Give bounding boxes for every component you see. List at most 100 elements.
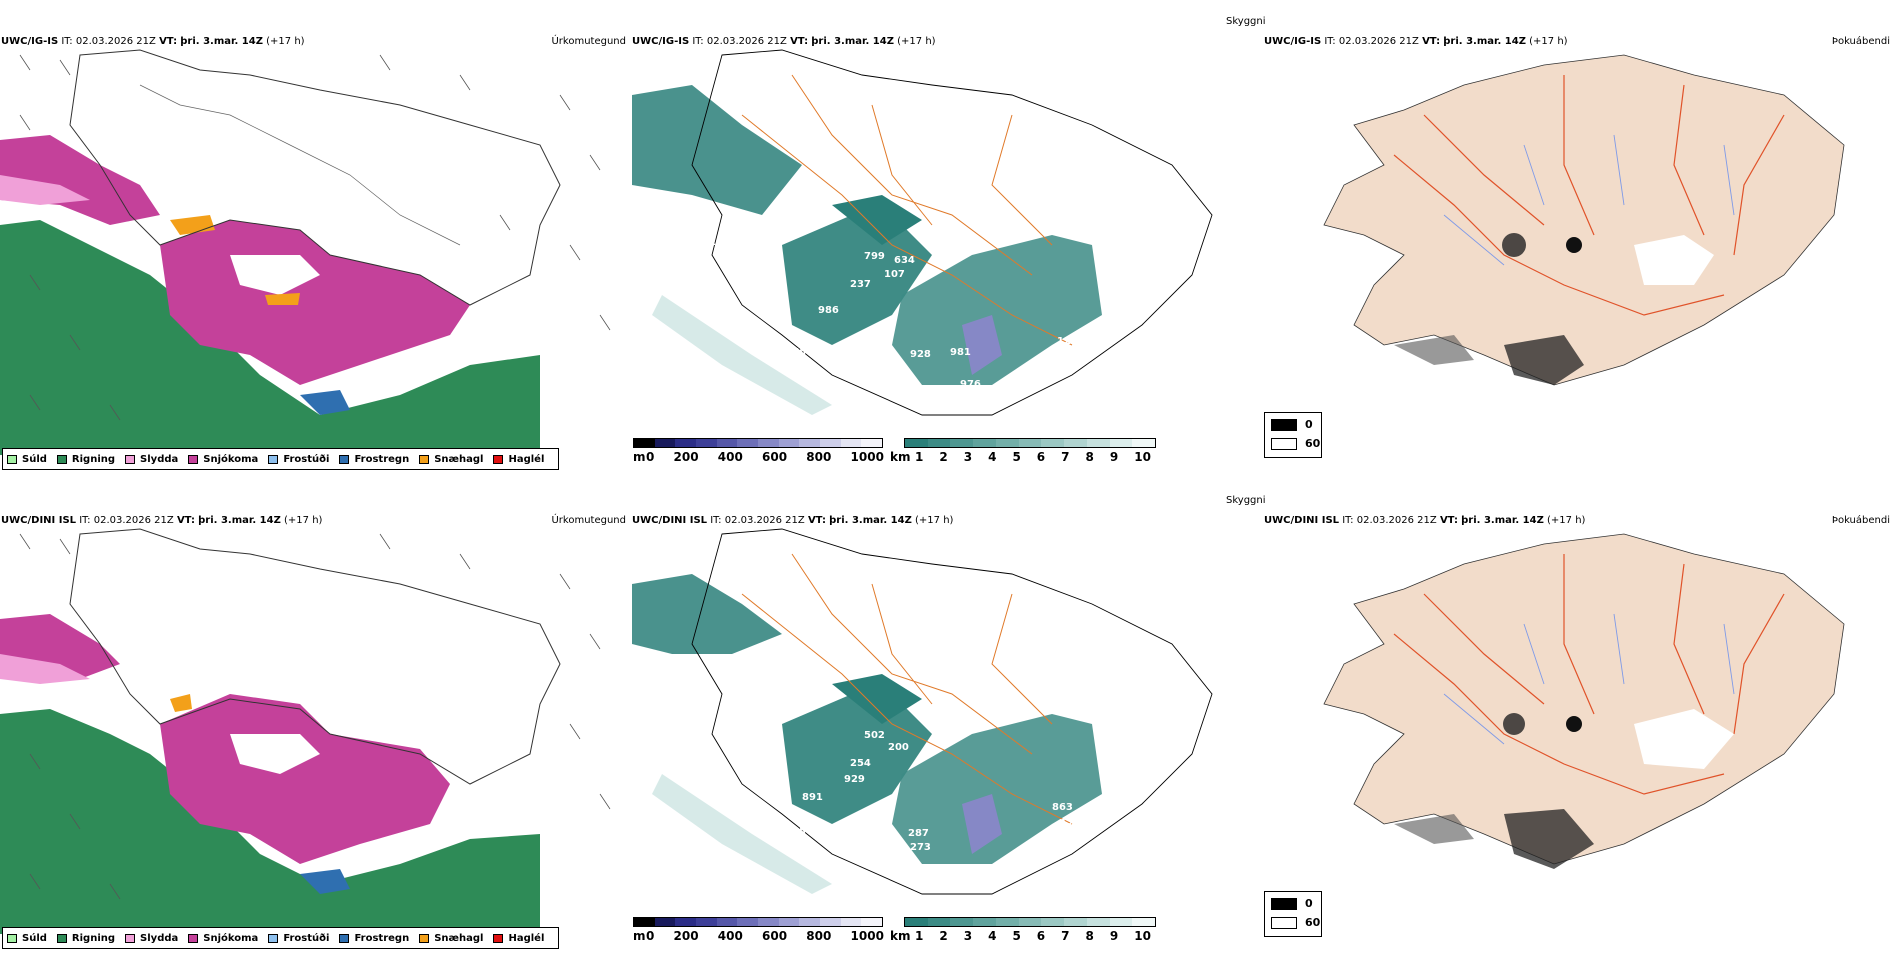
- ceiling-label: 95: [792, 826, 806, 837]
- legend-item: Frostregn: [339, 933, 409, 944]
- ceiling-label: 981: [950, 347, 971, 358]
- ceiling-label: 799: [864, 251, 885, 262]
- visibility-colorbar: [904, 917, 1156, 927]
- legend-swatch: [493, 454, 504, 464]
- ceiling-label: 84: [672, 716, 686, 727]
- panel-type-label: Úrkomutegund: [551, 515, 626, 526]
- ceiling-label: 12: [702, 237, 716, 248]
- ceiling-label: 200: [888, 742, 909, 753]
- ceiling-label: 929: [844, 774, 865, 785]
- visibility-panel-2: 572 84 502 200 254 929 891 95 863 129 28…: [632, 494, 1262, 954]
- legend-item: Haglél: [493, 454, 544, 465]
- panel-type-label: Þokuábendi: [1831, 36, 1890, 47]
- ceiling-unit: m: [633, 450, 646, 464]
- panel-title: UWC/DINI ISL IT: 02.03.2026 21Z VT: þri.…: [632, 515, 954, 526]
- legend-swatch: [188, 454, 199, 464]
- legend-item: Haglél: [493, 933, 544, 944]
- legend-swatch: [268, 933, 279, 943]
- legend-item: Rigning: [56, 454, 115, 465]
- legend-swatch: [339, 454, 350, 464]
- panel-title: UWC/IG-IS IT: 02.03.2026 21Z VT: þri. 3.…: [1, 36, 305, 47]
- ceiling-label: 928: [910, 349, 931, 360]
- legend-swatch: [56, 454, 67, 464]
- precip-type-panel-2: UWC/DINI ISL IT: 02.03.2026 21Z VT: þri.…: [0, 494, 630, 954]
- ceiling-unit: m: [633, 929, 646, 943]
- legend-swatch: [188, 933, 199, 943]
- legend-swatch: [56, 933, 67, 943]
- legend-item: Frostúði: [268, 933, 329, 944]
- fog-panel-2: UWC/DINI ISL IT: 02.03.2026 21Z VT: þri.…: [1264, 494, 1894, 954]
- ceiling-label: 111: [910, 863, 931, 874]
- legend-swatch: [419, 933, 430, 943]
- panel-type-label: Úrkomutegund: [551, 36, 626, 47]
- legend-item: Slydda: [125, 933, 178, 944]
- ceiling-label: 122: [1057, 336, 1078, 347]
- legend-item: Snjókoma: [188, 933, 258, 944]
- legend-swatch: [339, 933, 350, 943]
- visibility-ticks: 1 2 3 4 5 6 7 8 9 10: [915, 450, 1151, 464]
- ceiling-label: 273: [910, 842, 931, 853]
- legend-item: Rigning: [56, 933, 115, 944]
- visibility-map-1: 12 799 634 914 237 107 986 76 928 981 12…: [632, 49, 1213, 416]
- ceiling-label: 572: [684, 702, 705, 713]
- precip-map-2: [0, 494, 630, 954]
- ceiling-label: 467: [936, 866, 957, 877]
- panel-type-label: Skyggni: [1226, 16, 1266, 27]
- legend-swatch: [268, 454, 279, 464]
- legend-swatch: [7, 933, 17, 943]
- ceiling-label: 863: [1052, 802, 1073, 813]
- ceiling-label: 112: [908, 384, 929, 395]
- ceiling-label: 76: [792, 347, 806, 358]
- fog-panel-1: UWC/IG-IS IT: 02.03.2026 21Z VT: þri. 3.…: [1264, 15, 1894, 475]
- legend-swatch: [125, 933, 136, 943]
- legend-item: Snjókoma: [188, 454, 258, 465]
- panel-type-label: Skyggni: [1226, 495, 1266, 506]
- ceiling-colorbar: [633, 438, 883, 448]
- ceiling-label: 986: [818, 305, 839, 316]
- ceiling-label: 634: [894, 255, 915, 266]
- ceiling-label: 129: [1060, 818, 1081, 829]
- precip-legend: Súld Rigning Slydda Snjókoma Frostúði Fr…: [2, 927, 560, 949]
- ceiling-label: 254: [850, 758, 871, 769]
- legend-item: Frostregn: [339, 454, 409, 465]
- fog-legend: 0 60: [1264, 412, 1322, 458]
- panel-title: UWC/IG-IS IT: 02.03.2026 21Z VT: þri. 3.…: [1264, 36, 1568, 47]
- legend-item: Frostúði: [268, 454, 329, 465]
- ceiling-label: 119: [934, 387, 955, 398]
- ceiling-label: 502: [864, 730, 885, 741]
- fog-map-2: [1323, 533, 1845, 869]
- panel-type-label: Þokuábendi: [1831, 515, 1890, 526]
- panel-title: UWC/IG-IS IT: 02.03.2026 21Z VT: þri. 3.…: [632, 36, 936, 47]
- visibility-map-2: 572 84 502 200 254 929 891 95 863 129 28…: [632, 528, 1213, 895]
- ceiling-label: 914: [937, 247, 958, 258]
- precip-type-panel-1: UWC/IG-IS IT: 02.03.2026 21Z VT: þri. 3.…: [0, 15, 630, 475]
- legend-swatch: [7, 454, 17, 464]
- visibility-unit: km: [890, 929, 911, 943]
- panel-title: UWC/DINI ISL IT: 02.03.2026 21Z VT: þri.…: [1, 515, 323, 526]
- panel-title: UWC/DINI ISL IT: 02.03.2026 21Z VT: þri.…: [1264, 515, 1586, 526]
- visibility-panel-1: 12 799 634 914 237 107 986 76 928 981 12…: [632, 15, 1262, 475]
- ceiling-colorbar: [633, 917, 883, 927]
- precip-map-1: [0, 15, 630, 475]
- legend-item: Snæhagl: [419, 454, 483, 465]
- ceiling-label: 287: [908, 828, 929, 839]
- legend-swatch: [419, 454, 430, 464]
- fog-map-1: [1323, 54, 1845, 386]
- visibility-ticks: 1 2 3 4 5 6 7 8 9 10: [915, 929, 1151, 943]
- ceiling-label: 237: [850, 279, 871, 290]
- legend-swatch: [493, 933, 504, 943]
- legend-item: Súld: [7, 933, 47, 944]
- legend-item: Súld: [7, 454, 47, 465]
- legend-swatch: [125, 454, 136, 464]
- precip-legend: Súld Rigning Slydda Snjókoma Frostúði Fr…: [2, 448, 560, 470]
- ceiling-ticks: 0 200 400 600 800 1000: [646, 450, 884, 464]
- legend-item: Slydda: [125, 454, 178, 465]
- visibility-unit: km: [890, 450, 911, 464]
- ceiling-ticks: 0 200 400 600 800 1000: [646, 929, 884, 943]
- legend-item: Snæhagl: [419, 933, 483, 944]
- ceiling-label: 891: [802, 792, 823, 803]
- visibility-colorbar: [904, 438, 1156, 448]
- ceiling-label: 107: [884, 269, 905, 280]
- ceiling-label: 976: [960, 379, 981, 390]
- fog-legend: 0 60: [1264, 891, 1322, 937]
